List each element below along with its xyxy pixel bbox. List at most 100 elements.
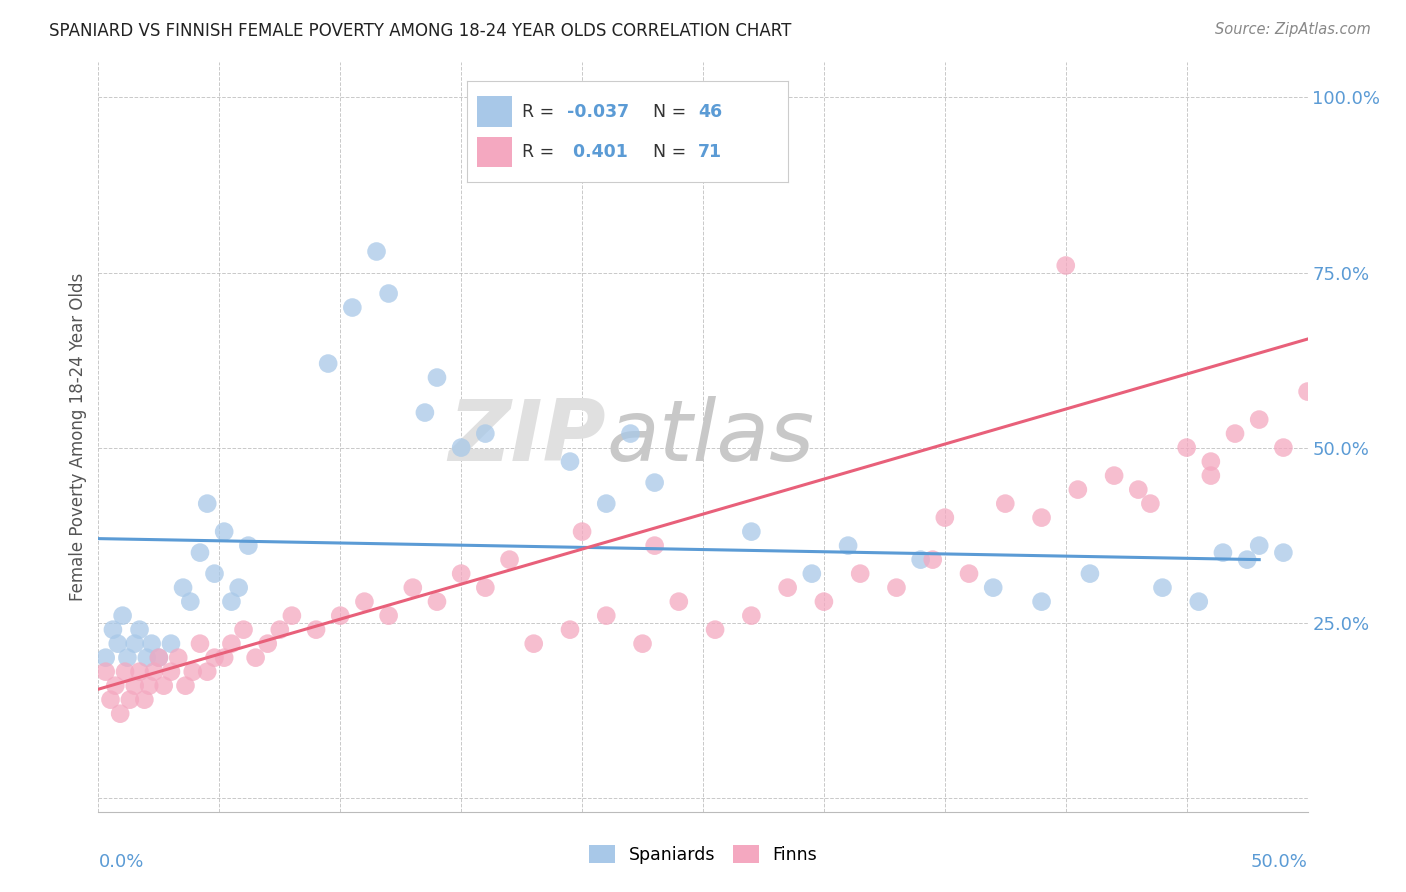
Legend: Spaniards, Finns: Spaniards, Finns [582,838,824,871]
Point [1188,594,1211,608]
Point [101,623,124,637]
Point [366,244,388,259]
Point [1078,566,1101,581]
Point [631,637,654,651]
Point [1139,497,1161,511]
Point [849,566,872,581]
Point [776,581,799,595]
Point [256,637,278,651]
Point [353,594,375,608]
Point [104,679,127,693]
Point [1054,259,1077,273]
Text: Source: ZipAtlas.com: Source: ZipAtlas.com [1215,22,1371,37]
Point [138,679,160,693]
Point [1272,546,1295,560]
Point [450,441,472,455]
Point [94,665,117,679]
Point [172,581,194,595]
Point [474,581,496,595]
Point [426,594,449,608]
Point [100,692,122,706]
Point [232,623,254,637]
Point [118,692,141,706]
Point [450,566,472,581]
Point [160,665,183,679]
Point [188,637,211,651]
Point [221,594,243,608]
Point [188,546,211,560]
Point [1031,594,1053,608]
Point [668,594,690,608]
Point [1102,468,1125,483]
Point [981,581,1004,595]
Point [1175,441,1198,455]
Point [1249,539,1271,553]
Point [114,665,136,679]
Point [134,692,156,706]
Point [94,650,117,665]
Text: 0.0%: 0.0% [98,853,143,871]
Point [148,650,170,665]
Text: SPANIARD VS FINNISH FEMALE POVERTY AMONG 18-24 YEAR OLDS CORRELATION CHART: SPANIARD VS FINNISH FEMALE POVERTY AMONG… [49,22,792,40]
Point [1272,441,1295,455]
Point [1152,581,1174,595]
Point [160,637,183,651]
Point [195,497,218,511]
Point [558,454,581,468]
Point [957,566,980,581]
Point [329,608,352,623]
Point [204,566,226,581]
Point [342,301,364,315]
Point [474,426,496,441]
Point [377,286,399,301]
Point [128,623,150,637]
Point [1296,384,1319,399]
Text: ZIP: ZIP [449,395,606,479]
Point [135,650,157,665]
Point [571,524,593,539]
Point [1236,552,1258,566]
Point [558,623,581,637]
Point [108,706,131,721]
Point [204,650,226,665]
Point [107,637,129,651]
Point [377,608,399,623]
Point [179,594,201,608]
Point [921,552,943,566]
Point [1067,483,1090,497]
Point [221,637,243,651]
Text: 50.0%: 50.0% [1251,853,1308,871]
Point [128,665,150,679]
Point [595,497,617,511]
Point [413,406,436,420]
Point [595,608,617,623]
Point [167,650,190,665]
Point [305,623,328,637]
Point [644,475,666,490]
Point [316,357,339,371]
Point [800,566,823,581]
Point [281,608,304,623]
Point [181,665,204,679]
Point [498,552,520,566]
Point [212,524,235,539]
Point [934,510,956,524]
Point [212,650,235,665]
Point [111,608,134,623]
Point [1199,454,1222,468]
Point [1249,412,1271,426]
Point [740,524,762,539]
Point [740,608,762,623]
Point [245,650,267,665]
Point [143,665,166,679]
Point [886,581,908,595]
Point [1212,546,1234,560]
Y-axis label: Female Poverty Among 18-24 Year Olds: Female Poverty Among 18-24 Year Olds [69,273,87,601]
Point [1223,426,1246,441]
Point [152,679,174,693]
Point [402,581,425,595]
Point [117,650,139,665]
Point [813,594,835,608]
Point [148,650,170,665]
Point [1031,510,1053,524]
